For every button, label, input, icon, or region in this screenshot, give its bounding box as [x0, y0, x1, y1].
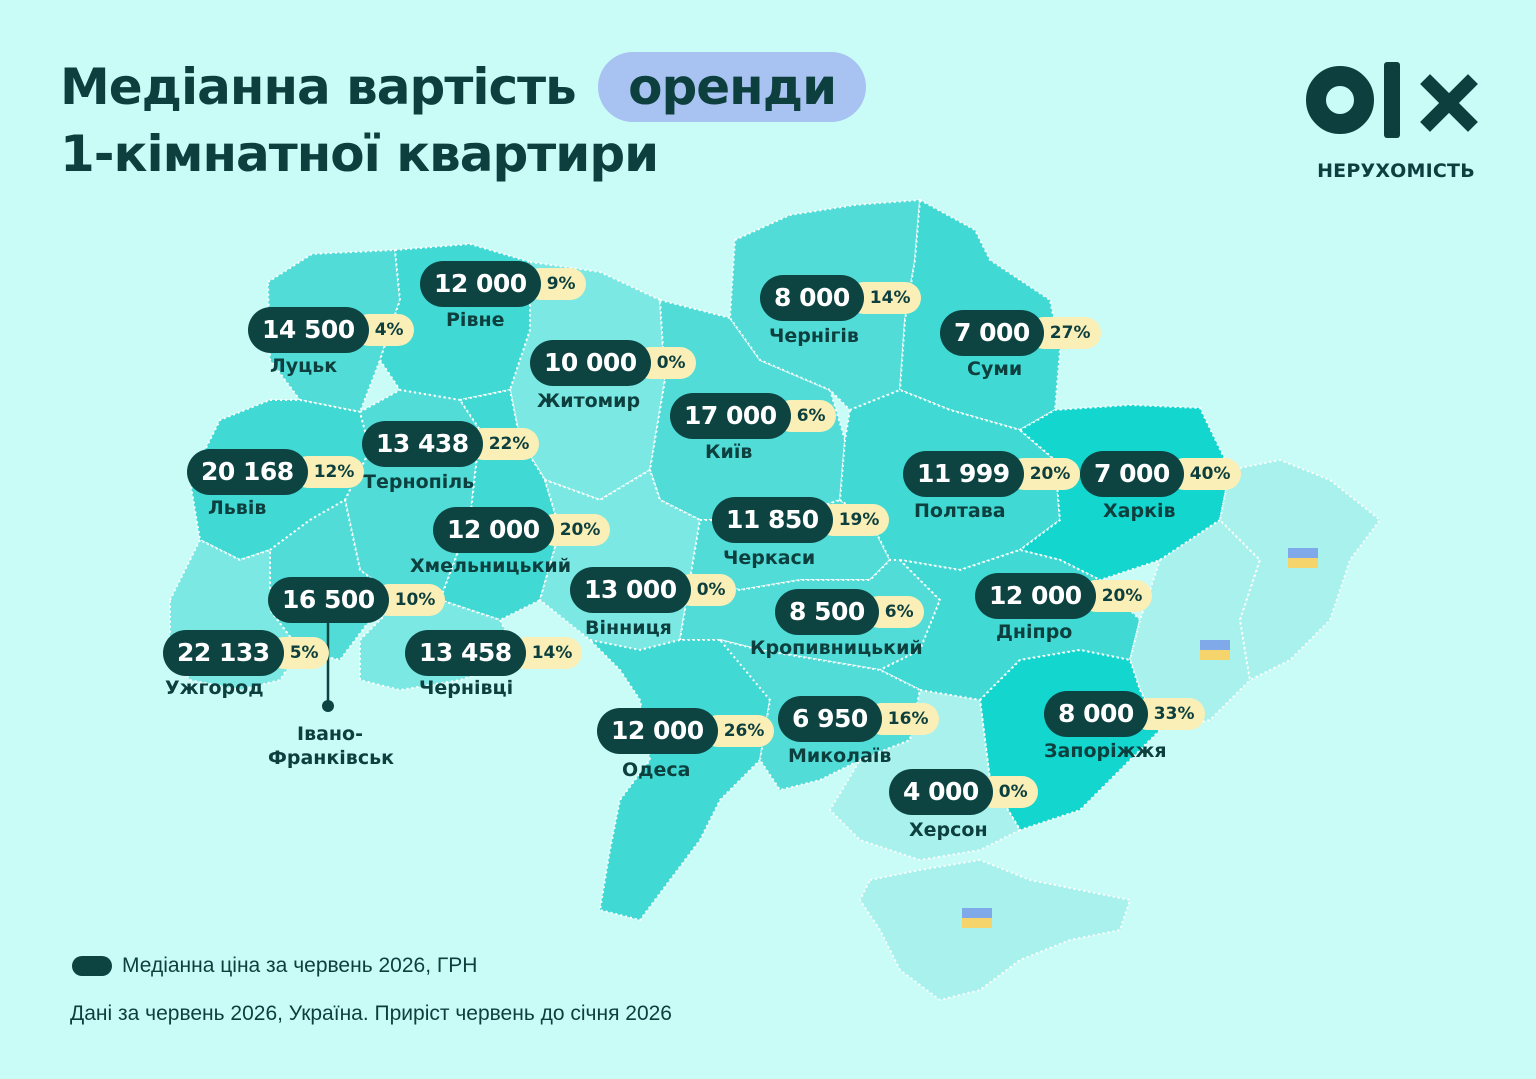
city-name: Миколаїв: [788, 745, 892, 767]
price-value: 12 000: [433, 507, 554, 553]
price-pill: 12 000 9%: [420, 261, 586, 307]
price-pill: 12 000 20%: [975, 573, 1153, 619]
price-value: 17 000: [670, 393, 791, 439]
price-value: 16 500: [268, 577, 389, 623]
price-value: 22 133: [163, 630, 284, 676]
logo-subtitle: НЕРУХОМІСТЬ: [1317, 160, 1475, 182]
price-value: 12 000: [597, 708, 718, 754]
legend-label: Медіанна ціна за червень 2026, ГРН: [122, 954, 478, 977]
legend: Медіанна ціна за червень 2026, ГРН: [72, 954, 477, 978]
price-pill: 20 168 12%: [187, 449, 365, 495]
price-pill: 22 133 5%: [163, 630, 329, 676]
price-pill: 6 950 16%: [778, 696, 939, 742]
price-value: 7 000: [1080, 451, 1184, 497]
price-pill: 7 000 27%: [940, 310, 1101, 356]
olx-logo: [1306, 62, 1478, 138]
price-pill: 17 000 6%: [670, 393, 836, 439]
price-pill: 13 000 0%: [570, 567, 736, 613]
price-value: 13 458: [405, 630, 526, 676]
city-name: Чернівці: [419, 677, 514, 699]
price-value: 10 000: [530, 340, 651, 386]
region-donetsk: [1129, 519, 1261, 731]
price-value: 8 500: [775, 589, 879, 635]
region-luhansk: [1219, 459, 1381, 681]
price-pill: 8 500 6%: [775, 589, 924, 635]
price-pill: 11 999 20%: [903, 451, 1081, 497]
region-crimea: [859, 859, 1131, 1001]
price-value: 4 000: [889, 769, 993, 815]
price-pill: 8 000 14%: [760, 275, 921, 321]
region-odesa: [589, 639, 771, 921]
city-name: Львів: [208, 497, 267, 519]
city-name: Дніпро: [996, 621, 1073, 643]
ukraine-flag-icon: [1200, 640, 1230, 660]
price-pill: 13 458 14%: [405, 630, 583, 676]
city-name: Херсон: [909, 819, 988, 841]
ukraine-flag-icon: [962, 908, 992, 928]
ivano-label-line2: Франківськ: [268, 747, 394, 769]
price-value: 13 000: [570, 567, 691, 613]
city-name: Вінниця: [585, 617, 672, 639]
ivano-label-line1: Івано-: [297, 723, 363, 745]
city-name: Одеса: [622, 759, 691, 781]
footnote: Дані за червень 2026, Україна. Приріст ч…: [70, 1002, 672, 1025]
city-name: Житомир: [537, 390, 641, 412]
city-name: Суми: [967, 358, 1023, 380]
city-name: Тернопіль: [363, 471, 475, 493]
city-name: Київ: [705, 441, 753, 463]
price-value: 8 000: [760, 275, 864, 321]
price-value: 14 500: [248, 307, 369, 353]
price-pill: 10 000 0%: [530, 340, 696, 386]
ivano-leader-dot: [322, 700, 334, 712]
city-name-ivano-frankivsk: Івано- Франківськ: [268, 722, 394, 770]
page-title: Медіанна вартість оренди 1-кімнатної ква…: [60, 52, 867, 186]
city-name: Чернігів: [769, 325, 859, 347]
price-pill: 7 000 40%: [1080, 451, 1241, 497]
city-name: Черкаси: [723, 547, 816, 569]
city-name: Луцьк: [270, 355, 338, 377]
price-value: 12 000: [975, 573, 1096, 619]
price-value: 12 000: [420, 261, 541, 307]
price-value: 8 000: [1044, 691, 1148, 737]
price-pill: 16 500 10%: [268, 577, 446, 623]
city-name: Полтава: [914, 500, 1006, 522]
price-value: 11 999: [903, 451, 1024, 497]
price-value: 6 950: [778, 696, 882, 742]
city-name: Хмельницький: [410, 555, 572, 577]
title-line1: Медіанна вартість: [60, 58, 577, 116]
ukraine-flag-icon: [1288, 548, 1318, 568]
city-name: Рівне: [446, 309, 505, 331]
city-name: Ужгород: [165, 677, 264, 699]
city-name: Харків: [1103, 500, 1176, 522]
region-khmelnytskyi: [439, 389, 561, 621]
price-value: 7 000: [940, 310, 1044, 356]
price-pill: 14 500 4%: [248, 307, 414, 353]
legend-swatch: [72, 956, 112, 976]
title-highlight: оренди: [598, 52, 867, 122]
price-pill: 12 000 20%: [433, 507, 611, 553]
price-value: 13 438: [362, 421, 483, 467]
title-line2: 1-кімнатної квартири: [60, 125, 659, 183]
city-name: Запоріжжя: [1044, 740, 1167, 762]
price-pill: 11 850 19%: [712, 497, 890, 543]
price-pill: 8 000 33%: [1044, 691, 1205, 737]
price-pill: 12 000 26%: [597, 708, 775, 754]
price-pill: 4 000 0%: [889, 769, 1038, 815]
price-value: 11 850: [712, 497, 833, 543]
price-value: 20 168: [187, 449, 308, 495]
city-name: Кропивницький: [750, 637, 923, 659]
price-pill: 13 438 22%: [362, 421, 540, 467]
